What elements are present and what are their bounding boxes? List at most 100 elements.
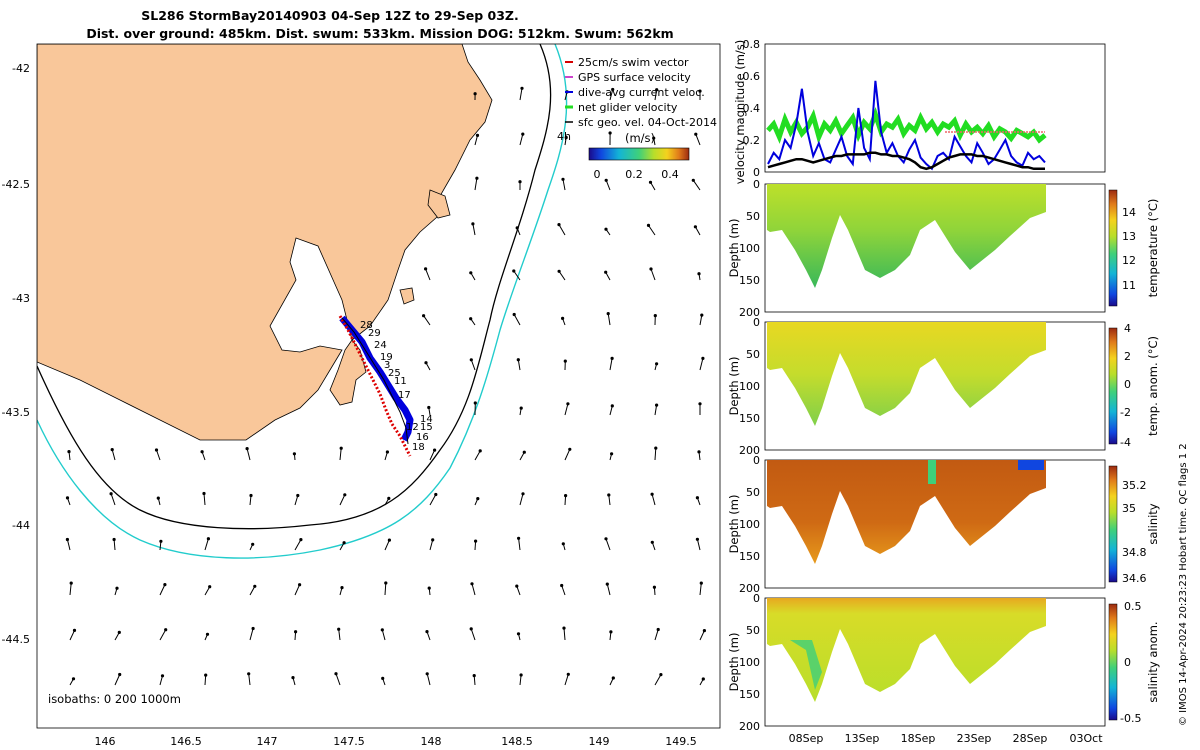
legend-entry: 25cm/s swim vector — [578, 56, 689, 69]
salinity-anomaly-low — [790, 640, 822, 690]
track-label: 3 — [384, 360, 390, 371]
velocity-arrow-head — [206, 537, 210, 541]
map-y-ticks: -42 -42.5 -43 -43.5 -44 -44.5 — [2, 62, 30, 646]
map-colorbar — [588, 147, 690, 161]
velocity-arrow-head — [517, 536, 521, 540]
velocity-arrow-head — [154, 448, 159, 452]
land-tasmania — [37, 44, 493, 441]
velocity-arrow-head — [156, 496, 160, 500]
velocity-arrow — [429, 539, 434, 551]
velocity-arrow — [159, 584, 166, 596]
velocity-arrow-head — [65, 496, 70, 500]
salinity-colorbar — [1108, 465, 1118, 583]
depth-tick: 50 — [746, 210, 760, 223]
velocity-arrow — [294, 539, 302, 551]
temperature-cbar-tick: 12 — [1122, 254, 1136, 267]
map-area: 28 29 24 19 3 25 11 17 14 12 15 16 18 — [37, 44, 720, 728]
velocity-arrow-head — [522, 450, 526, 454]
velocity-panel: 0 0.2 0.4 0.6 0.8 velocity magnitude (m/… — [733, 38, 1106, 184]
velocity-line-net-glider-velocity — [766, 106, 1047, 145]
velocity-arrow — [246, 448, 251, 461]
velocity-arrow-head — [611, 87, 615, 92]
velocity-arrow-head — [159, 539, 163, 543]
velocity-arrow-head — [474, 539, 478, 543]
velocity-arrow-head — [655, 403, 659, 407]
depth-tick: 200 — [739, 720, 760, 733]
velocity-arrow-head — [433, 448, 437, 452]
velocity-arrow-head — [249, 493, 253, 498]
velocity-arrow-head — [343, 493, 347, 497]
velocity-arrow — [517, 359, 521, 371]
velocity-arrow — [564, 449, 571, 461]
velocity-arrow — [654, 629, 659, 641]
y-tick: -44.5 — [2, 633, 30, 646]
velocity-arrow-head — [608, 131, 612, 135]
velocity-arrow-head — [700, 313, 704, 317]
velocity-arrow-head — [519, 406, 523, 410]
y-tick: -44 — [12, 519, 30, 532]
velocity-arrow-head — [519, 673, 523, 677]
velocity-arrow-head — [251, 542, 255, 546]
velocity-arrow-head — [515, 226, 519, 230]
track-label: 18 — [412, 442, 425, 453]
track-label: 19 — [380, 352, 393, 363]
velocity-arrow-head — [655, 88, 659, 92]
track-label: 11 — [394, 376, 407, 387]
temp-anomaly-cbar-tick: -2 — [1120, 406, 1131, 419]
velocity-arrow — [470, 359, 476, 371]
velocity-arrow — [381, 629, 386, 641]
salinity-panel: 0 50 100 150 200 Depth (m) 34.6 34.8 35 … — [727, 454, 1160, 595]
velocity-arrow — [699, 630, 705, 641]
temperature-field — [767, 184, 1046, 288]
temperature-cbar-tick: 14 — [1122, 206, 1136, 219]
depth-tick: 100 — [739, 380, 760, 393]
vel-y-tick: 0.6 — [743, 70, 761, 83]
glider-track-red — [338, 315, 412, 457]
velocity-arrow — [429, 449, 436, 461]
velocity-arrow — [519, 88, 523, 101]
velocity-arrow — [654, 448, 657, 461]
temperature-cbar-tick: 11 — [1122, 279, 1136, 292]
velocity-arrow-head — [564, 135, 568, 140]
velocity-line-dive-avg-current-veloc — [767, 80, 1046, 171]
velocity-arrow-head — [115, 586, 119, 590]
salinity-cbar-label: salinity — [1146, 503, 1160, 544]
velocity-arrow-head — [515, 584, 519, 588]
velocity-arrow — [699, 315, 703, 326]
velocity-arrow-head — [566, 402, 570, 406]
velocity-arrow — [605, 538, 611, 551]
velocity-arrow — [654, 405, 658, 416]
velocity-arrow-head — [118, 672, 122, 677]
velocity-arrow-head — [557, 223, 561, 227]
velocity-arrow — [429, 494, 437, 506]
salinity-cbar-tick: 34.8 — [1122, 546, 1147, 559]
velocity-arrow-head — [247, 672, 251, 676]
temp-anomaly-cbar-tick: 0 — [1124, 378, 1131, 391]
velocity-arrow — [384, 582, 387, 596]
velocity-arrow — [339, 494, 346, 506]
track-labels: 28 29 24 19 3 25 11 17 14 12 15 16 18 — [360, 320, 433, 453]
velocity-arrow — [204, 675, 207, 686]
salinity-anomaly-cbar-label: salinity anom. — [1146, 621, 1160, 702]
velocity-arrow-head — [296, 493, 300, 498]
velocity-arrow-head — [518, 180, 522, 184]
depth-tick: 50 — [746, 348, 760, 361]
map-colorbar-tick: 0.2 — [625, 168, 643, 181]
velocity-arrow-head — [164, 628, 168, 632]
x-tick: 146.5 — [170, 735, 202, 748]
velocity-arrow-head — [253, 584, 257, 588]
velocity-arrow — [471, 583, 476, 596]
temperature-cbar-label: temperature (°C) — [1146, 199, 1160, 298]
y-tick: -42.5 — [2, 178, 30, 191]
track-label: 29 — [368, 328, 381, 339]
velocity-arrow-head — [695, 496, 700, 500]
velocity-arrow-head — [646, 223, 651, 227]
map-frame — [36, 43, 721, 729]
x-tick: 146 — [95, 735, 116, 748]
velocity-arrow-head — [298, 583, 302, 587]
velocity-arrow-head — [650, 492, 654, 496]
depth-tick: 150 — [739, 550, 760, 563]
velocity-arrow-head — [291, 676, 295, 680]
depth-tick: 50 — [746, 624, 760, 637]
x-tick: 147 — [257, 735, 278, 748]
